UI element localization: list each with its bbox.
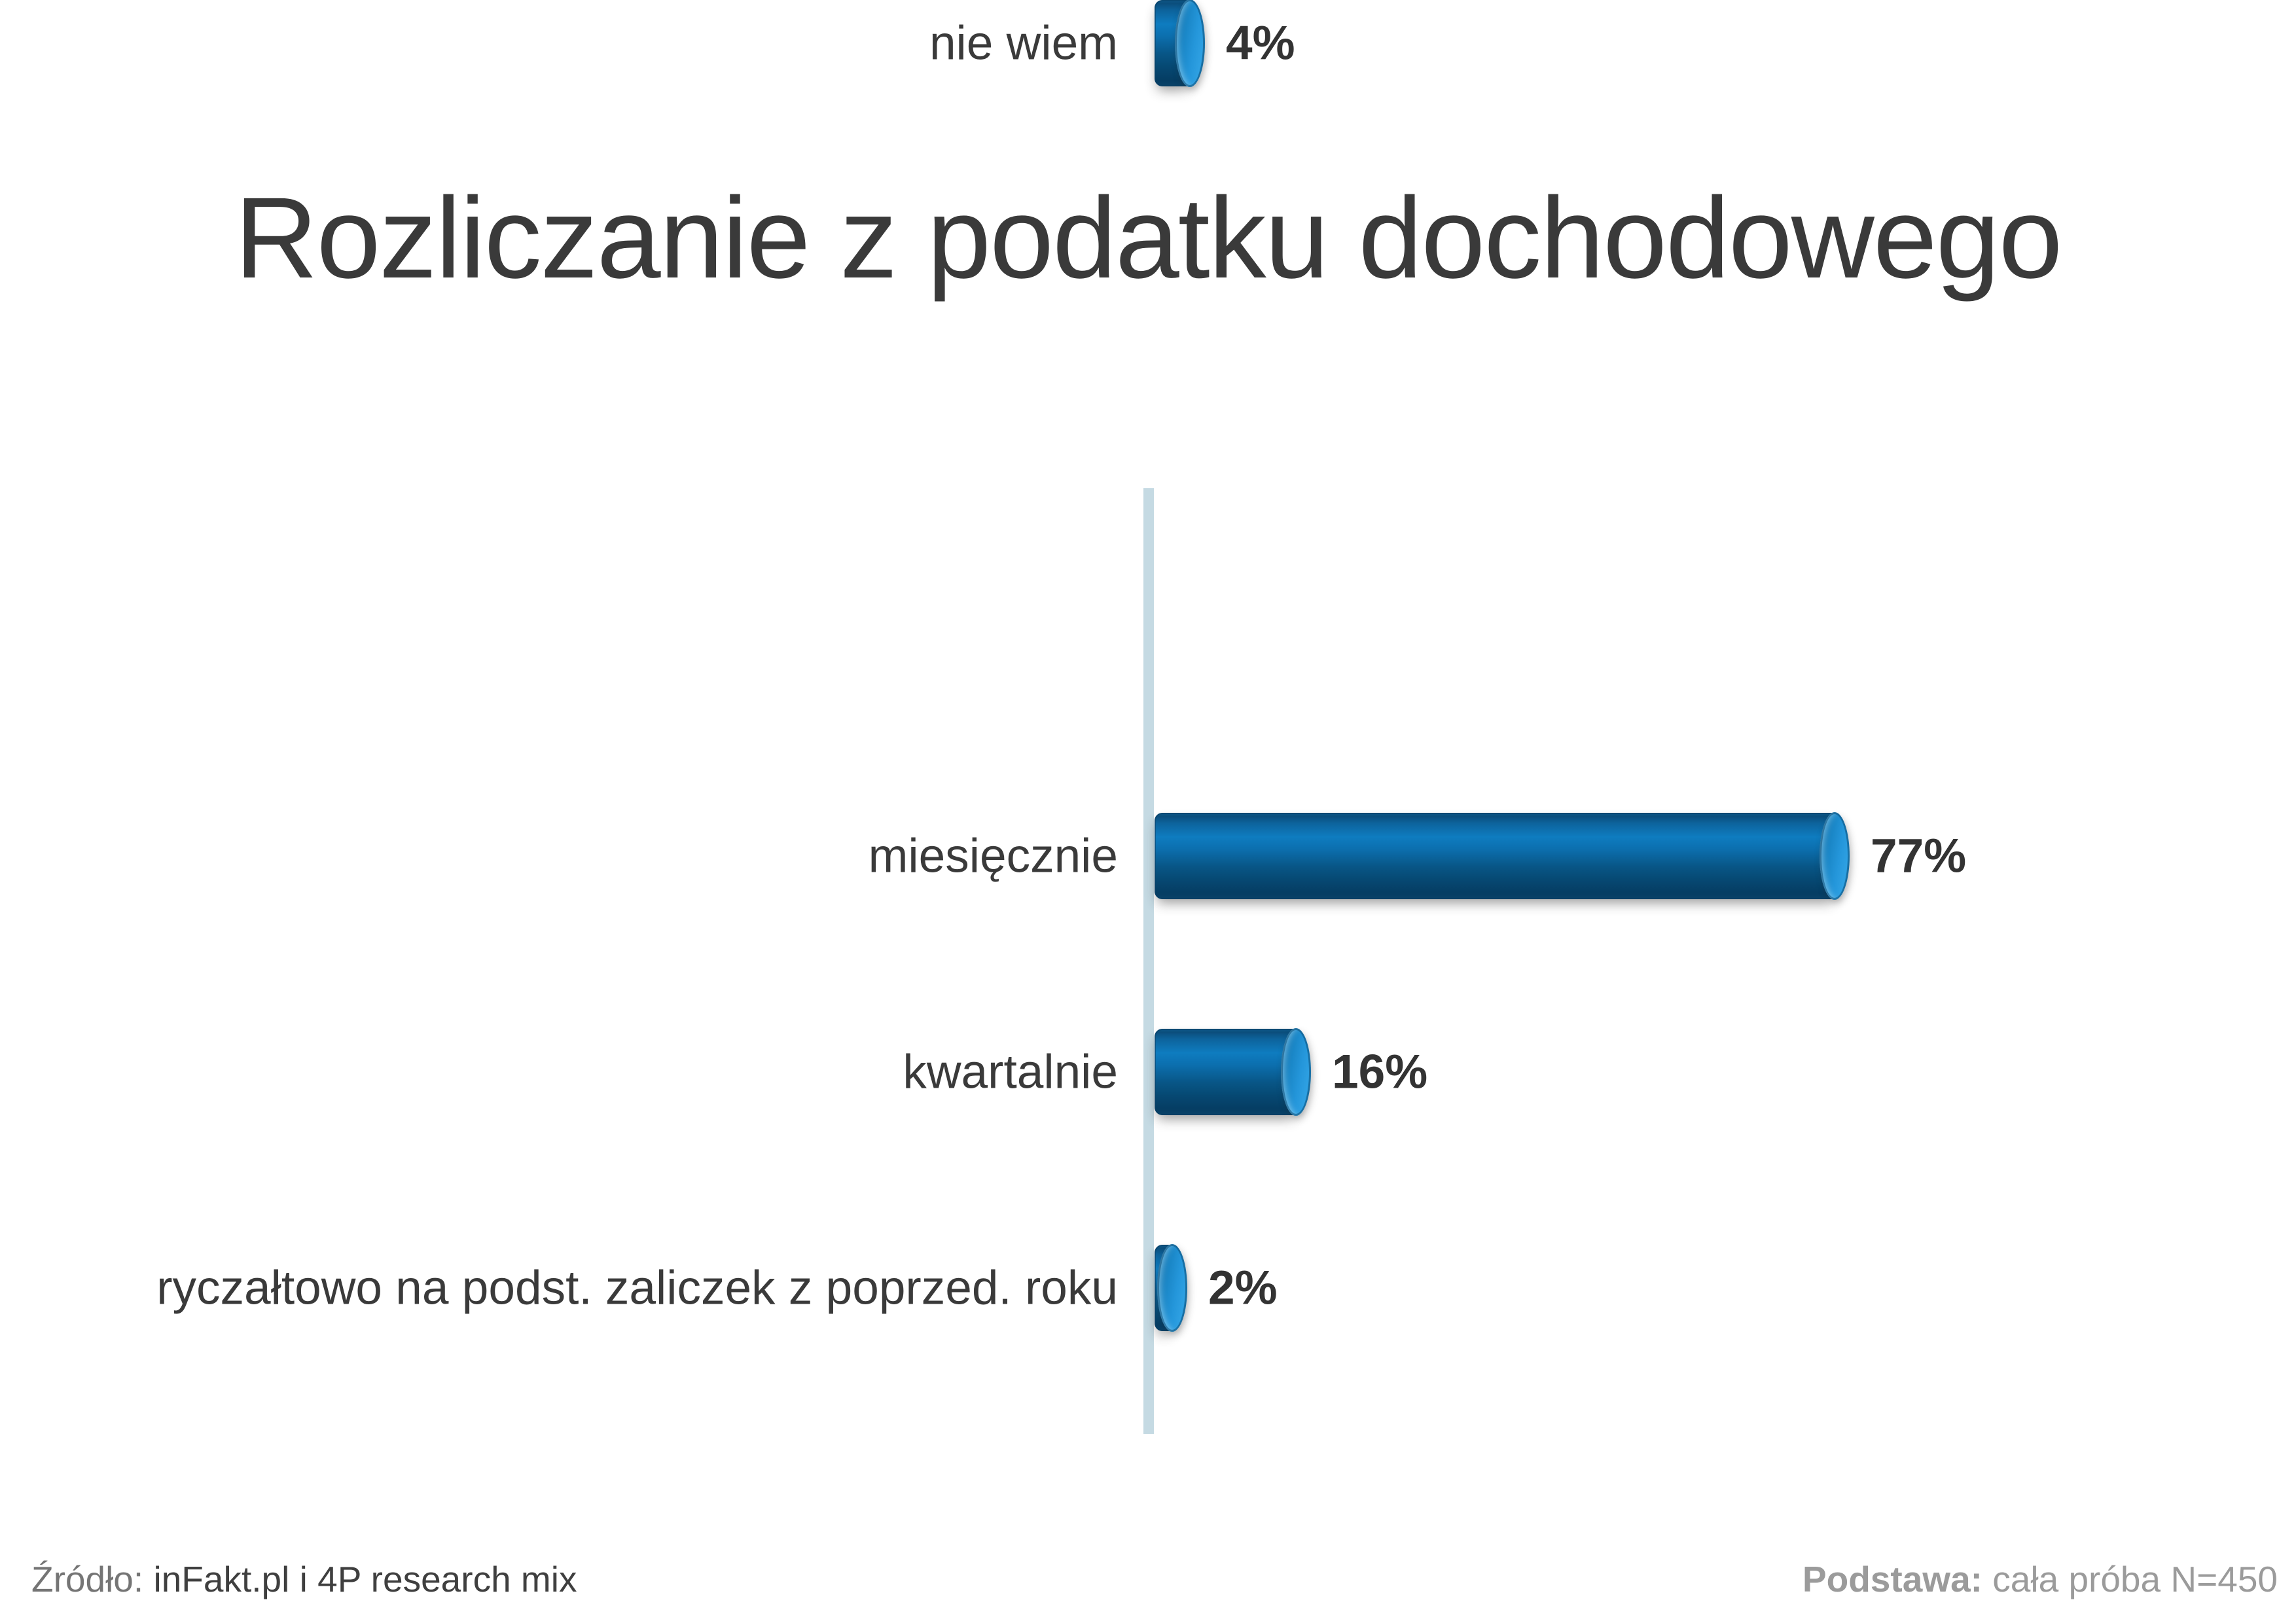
category-label: miesięcznie	[868, 829, 1118, 883]
source-label: Źródło:	[31, 1559, 144, 1599]
bar-end-cap	[1157, 1244, 1187, 1332]
source-value: inFakt.pl i 4P research mix	[153, 1559, 577, 1599]
vertical-axis-line	[1143, 488, 1154, 1434]
source-note: Źródło: inFakt.pl i 4P research mix	[31, 1559, 577, 1600]
chart-title: Rozliczanie z podatku dochodowego	[234, 174, 2063, 302]
value-label: 16%	[1332, 1045, 1428, 1099]
bar-row-ryczaltowo: ryczałtowo na podst. zaliczek z poprzed.…	[0, 1244, 2296, 1332]
bar-end-cap	[1175, 0, 1205, 87]
category-label: nie wiem	[929, 16, 1118, 70]
bar-kwartalnie	[1155, 1028, 1311, 1116]
sample-base-note: Podstawa: cała próba N=450	[1803, 1559, 2278, 1600]
bar-end-cap	[1820, 812, 1850, 900]
base-label: Podstawa:	[1802, 1559, 1982, 1599]
value-label: 77%	[1871, 829, 1967, 883]
bar-row-nie-wiem: nie wiem 4%	[0, 0, 2296, 87]
value-label: 4%	[1226, 16, 1295, 70]
base-value: cała próba N=450	[1992, 1559, 2278, 1599]
bar-end-cap	[1281, 1028, 1311, 1116]
bar-miesiecznie	[1155, 812, 1850, 900]
bar-nie-wiem	[1155, 0, 1205, 87]
bar-row-kwartalnie: kwartalnie 16%	[0, 1028, 2296, 1116]
value-label: 2%	[1208, 1261, 1278, 1315]
bar-ryczaltowo	[1155, 1244, 1187, 1332]
bar-row-miesiecznie: miesięcznie 77%	[0, 812, 2296, 900]
category-label: ryczałtowo na podst. zaliczek z poprzed.…	[156, 1261, 1118, 1315]
category-label: kwartalnie	[903, 1045, 1118, 1099]
